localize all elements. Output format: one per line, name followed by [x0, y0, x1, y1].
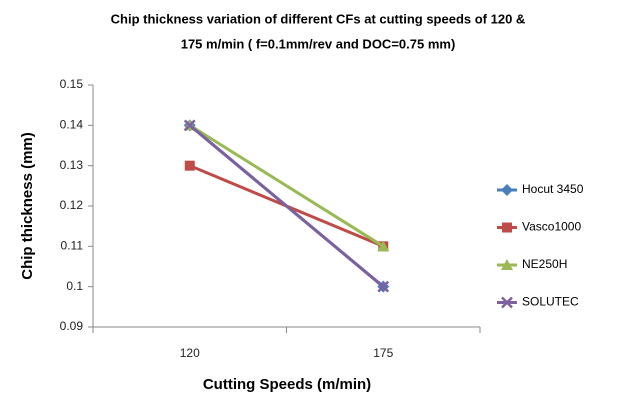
y-tick-label: 0.12: [60, 198, 84, 212]
legend-label: SOLUTEC: [522, 295, 579, 309]
chart-title: 175 m/min ( f=0.1mm/rev and DOC=0.75 mm): [181, 36, 456, 51]
y-tick-label: 0.13: [60, 158, 84, 172]
y-tick-label: 0.11: [61, 239, 84, 253]
legend-label: Vasco1000: [522, 220, 581, 234]
chart-title: Chip thickness variation of different CF…: [111, 11, 526, 26]
marker: [183, 119, 196, 132]
legend-label: Hocut 3450: [522, 182, 584, 196]
y-tick-label: 0.09: [60, 319, 84, 333]
legend-marker: [501, 259, 513, 270]
x-axis-title: Cutting Speeds (m/min): [203, 376, 371, 393]
marker: [377, 280, 390, 293]
y-tick-label: 0.14: [60, 118, 84, 132]
legend-label: NE250H: [522, 257, 567, 271]
legend-marker: [502, 222, 512, 233]
marker: [184, 160, 195, 171]
x-tick-label: 175: [373, 346, 393, 360]
y-tick-label: 0.15: [60, 77, 84, 91]
marker: [377, 240, 390, 252]
legend-marker: [501, 184, 513, 196]
x-tick-label: 120: [180, 346, 200, 360]
series-line: [188, 124, 385, 288]
y-tick-label: 0.1: [66, 279, 83, 293]
series-line: [188, 124, 385, 248]
legend-marker: [501, 296, 513, 309]
y-axis-title: Chip thickness (mm): [19, 132, 36, 280]
